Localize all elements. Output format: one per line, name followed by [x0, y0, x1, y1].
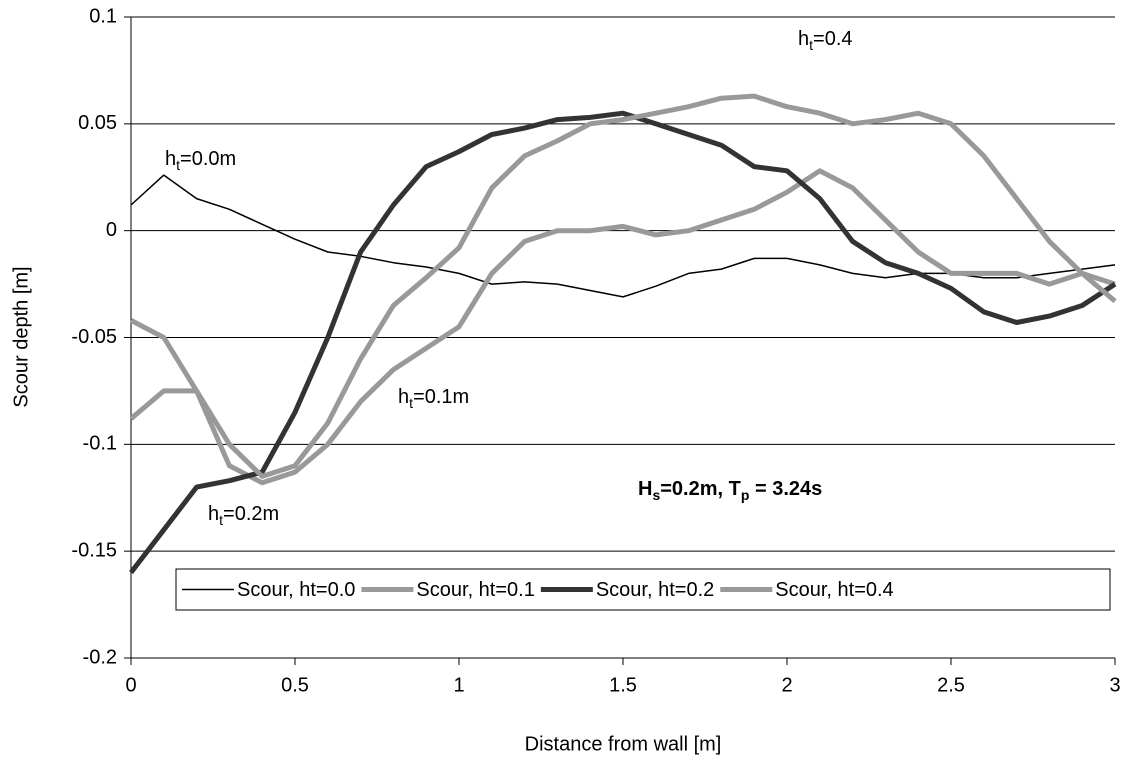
- x-tick-label: 1: [453, 674, 464, 696]
- x-tick-label: 2: [781, 674, 792, 696]
- annotation: ht=0.2m: [208, 503, 279, 527]
- annotation-text: =0.1m: [413, 386, 469, 408]
- annotation: ht=0.0m: [165, 148, 236, 172]
- annotation: ht=0.4: [798, 28, 853, 52]
- annotation-text: =0.2m: [223, 503, 279, 525]
- annotation-subscript: t: [809, 37, 813, 53]
- annotation-text: h: [165, 148, 176, 170]
- y-tick-label: -0.2: [83, 646, 117, 668]
- legend-label: Scour, ht=0.0: [237, 579, 355, 601]
- annotation-text: =0.2m, T: [660, 478, 741, 500]
- annotation-subscript: p: [741, 487, 750, 503]
- x-tick-label: 0.5: [281, 674, 309, 696]
- legend-label: Scour, ht=0.4: [775, 579, 893, 601]
- x-tick-label: 3: [1109, 674, 1120, 696]
- annotation-subscript: t: [176, 157, 180, 173]
- series-line: [129, 110, 1117, 575]
- annotation-text: = 3.24s: [749, 478, 822, 500]
- y-tick-label: -0.05: [71, 326, 117, 348]
- y-tick-label: 0.05: [78, 112, 117, 134]
- legend-box: [175, 568, 1111, 611]
- y-tick-label: 0: [106, 219, 117, 241]
- series-line: [129, 93, 1117, 479]
- annotation-text: H: [638, 478, 652, 500]
- annotation-text: h: [398, 386, 409, 408]
- annotation: Hs=0.2m, Tp = 3.24s: [638, 478, 822, 502]
- x-axis-label: Distance from wall [m]: [525, 733, 722, 755]
- series-line: [130, 174, 1116, 298]
- annotation-text: =0.4: [813, 28, 852, 50]
- x-tick-label: 1.5: [609, 674, 637, 696]
- y-tick-label: 0.1: [89, 5, 117, 27]
- y-axis-label: Scour depth [m]: [10, 266, 32, 407]
- annotation: ht=0.1m: [398, 386, 469, 410]
- annotation-text: h: [798, 28, 809, 50]
- x-tick-label: 2.5: [937, 674, 965, 696]
- y-tick-label: -0.1: [83, 433, 117, 455]
- y-tick-label: -0.15: [71, 539, 117, 561]
- annotation-text: =0.0m: [180, 148, 236, 170]
- annotation-subscript: t: [219, 512, 223, 528]
- annotation-subscript: s: [652, 487, 660, 503]
- legend-label: Scour, ht=0.2: [596, 579, 714, 601]
- annotation-subscript: t: [409, 395, 413, 411]
- annotation-text: h: [208, 503, 219, 525]
- series-line: [129, 168, 1116, 486]
- x-tick-label: 0: [125, 674, 136, 696]
- legend-label: Scour, ht=0.1: [416, 579, 534, 601]
